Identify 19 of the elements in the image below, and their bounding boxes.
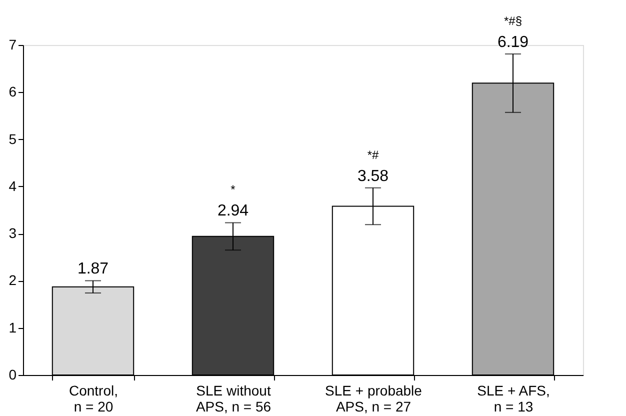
y-tick-label: 1	[8, 319, 17, 336]
y-tick-label: 6	[8, 84, 17, 100]
data-label: 2.94	[217, 202, 249, 220]
y-tick-label: 2	[8, 272, 17, 288]
annotation: *	[230, 182, 236, 197]
y-tick-label: 7	[8, 36, 17, 52]
x-tick-label: Control, n = 20	[68, 382, 118, 414]
y-tick-label: 0	[8, 366, 17, 382]
x-tick-label: SLE + AFS, n = 13	[477, 382, 550, 414]
x-tick-label: SLE + probable APS, n = 27	[325, 382, 422, 414]
y-tick-label: 5	[8, 130, 17, 147]
text: *#§	[504, 14, 522, 28]
data-label: 6.19	[497, 34, 529, 51]
y-tick-label: 4	[8, 178, 17, 194]
annotation: *#	[367, 148, 379, 162]
data-label: 3.58	[357, 168, 389, 185]
x-tick-label: SLE without APS, n = 56	[196, 382, 272, 414]
data-label: 1.87	[77, 260, 109, 278]
y-tick-label: 3	[8, 225, 17, 242]
